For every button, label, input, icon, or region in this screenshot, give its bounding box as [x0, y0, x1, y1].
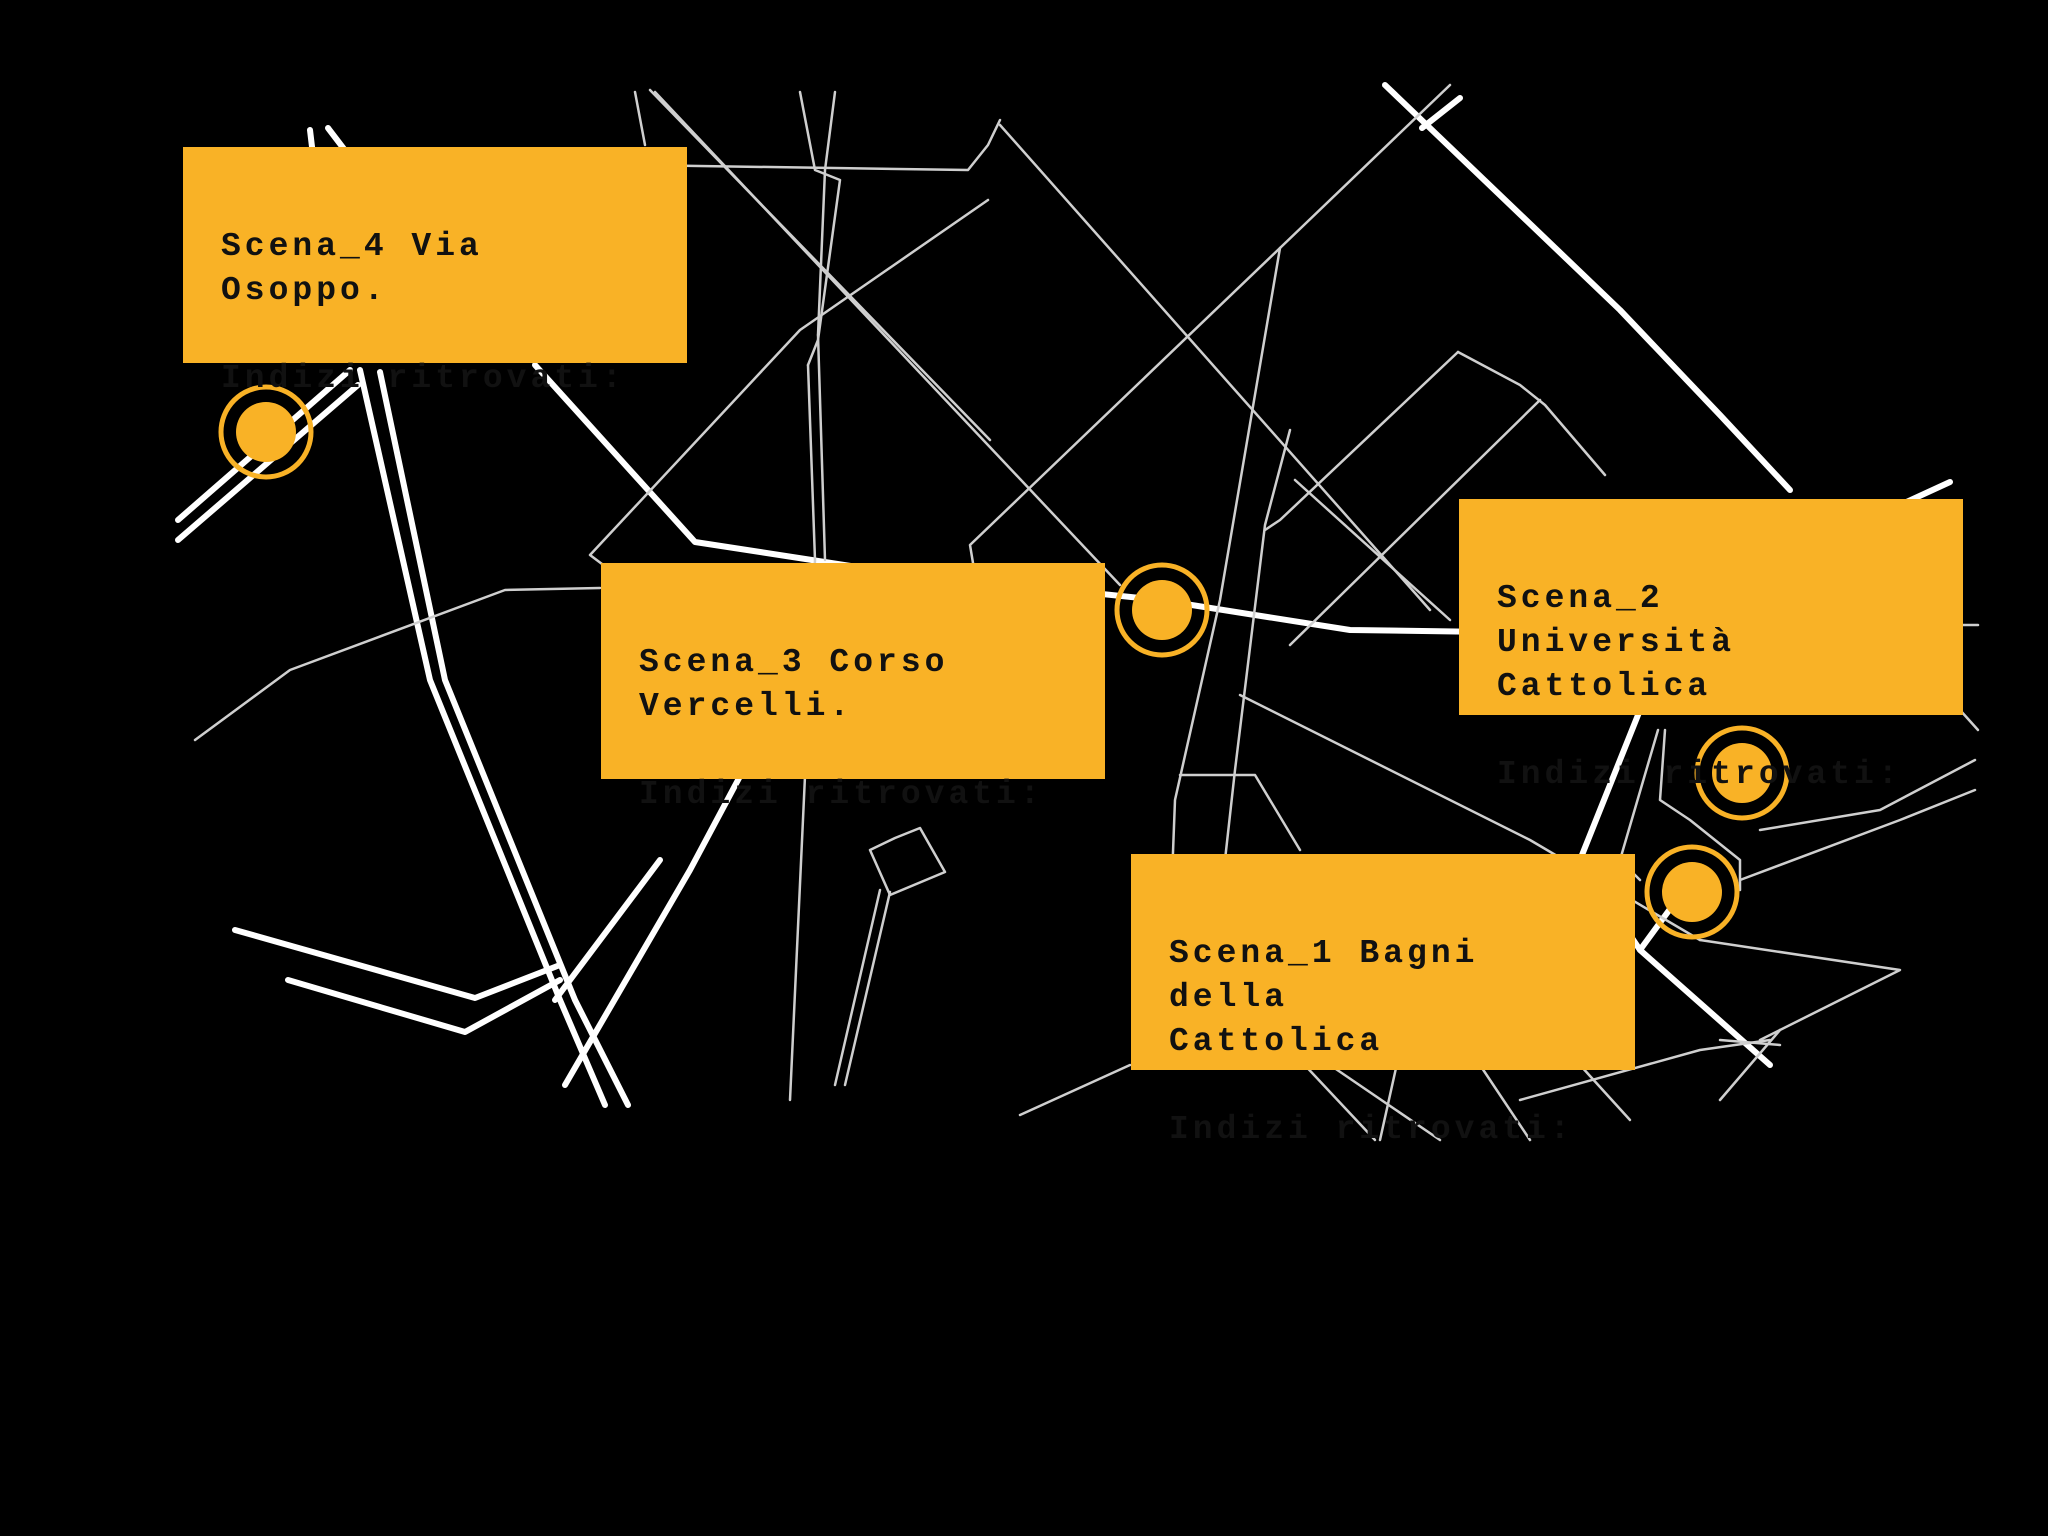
street-19	[1238, 693, 1702, 942]
street-24	[843, 890, 892, 1087]
street-7	[798, 90, 842, 367]
street-27	[1328, 1063, 1442, 1142]
street-37	[1658, 728, 1742, 892]
street-22	[868, 826, 947, 897]
clues-label: Indizi ritrovati:	[221, 360, 626, 397]
street-9	[788, 363, 817, 1102]
scene-title: Scena_3 Corso Vercelli.	[639, 644, 949, 725]
road-northeast	[1382, 82, 1793, 493]
street-14	[1223, 428, 1292, 862]
street-11	[630, 118, 1002, 172]
street-32	[1718, 1028, 1782, 1102]
scene-card-scena-1[interactable]: Scena_1 Bagni della Cattolica Indizi rit…	[1131, 854, 1635, 1148]
road-northeast-stub	[1419, 95, 1463, 131]
street-33	[1518, 1038, 1772, 1102]
road-southwest-a	[232, 927, 563, 1001]
scene-card-scena-4[interactable]: Scena_4 Via Osoppo. Indizi ritrovati:	[183, 147, 687, 397]
street-26	[1298, 1058, 1377, 1142]
street-30	[1578, 1063, 1632, 1122]
street-29	[1478, 1063, 1532, 1142]
street-34	[1698, 938, 1902, 1042]
location-marker-icon	[1662, 862, 1722, 922]
location-marker-ring	[218, 384, 314, 480]
location-marker-icon	[1132, 580, 1192, 640]
marker-scena-2[interactable]	[1694, 725, 1790, 821]
street-6	[588, 198, 990, 572]
street-15	[1456, 350, 1607, 477]
street-40	[1958, 708, 1980, 732]
street-35	[1738, 788, 1977, 882]
street-4	[1278, 83, 1452, 250]
street-12	[633, 90, 647, 147]
location-marker-icon	[236, 402, 296, 462]
street-8	[816, 90, 837, 337]
street-20	[1178, 773, 1302, 852]
road-diagonal-b	[552, 857, 663, 1003]
street-23	[833, 888, 882, 1087]
location-marker-ring	[1114, 562, 1210, 658]
location-marker-ring	[1694, 725, 1790, 821]
street-2	[653, 90, 1122, 587]
street-21	[193, 586, 602, 742]
scene-title: Scena_4 Via Osoppo.	[221, 228, 483, 309]
scene-title: Scena_1 Bagni della Cattolica	[1169, 935, 1479, 1060]
road-radial-b	[377, 369, 631, 1108]
scene-card-scena-3[interactable]: Scena_3 Corso Vercelli. Indizi ritrovati…	[601, 563, 1105, 813]
road-via-osoppo-b	[175, 382, 361, 543]
street-3	[998, 123, 1432, 612]
street-10	[816, 333, 827, 562]
street-25	[1018, 1063, 1132, 1117]
clues-label: Indizi ritrovati:	[639, 776, 1044, 813]
location-marker-ring	[1644, 844, 1740, 940]
street-16	[1263, 350, 1460, 532]
road-southwest-b	[285, 977, 563, 1035]
marker-scena-4[interactable]	[218, 384, 314, 480]
street-18	[1293, 478, 1452, 622]
street-36	[1758, 758, 1977, 832]
marker-scena-3[interactable]	[1114, 562, 1210, 658]
scene-card-scena-2[interactable]: Scena_2 Università Cattolica Indizi ritr…	[1459, 499, 1963, 793]
street-17	[1288, 398, 1542, 647]
location-marker-icon	[1712, 743, 1772, 803]
marker-scena-1[interactable]	[1644, 844, 1740, 940]
clues-label: Indizi ritrovati:	[1169, 1111, 1574, 1148]
clues-label: Indizi ritrovati:	[1497, 756, 1902, 793]
scene-title: Scena_2 Università Cattolica	[1497, 580, 1736, 705]
